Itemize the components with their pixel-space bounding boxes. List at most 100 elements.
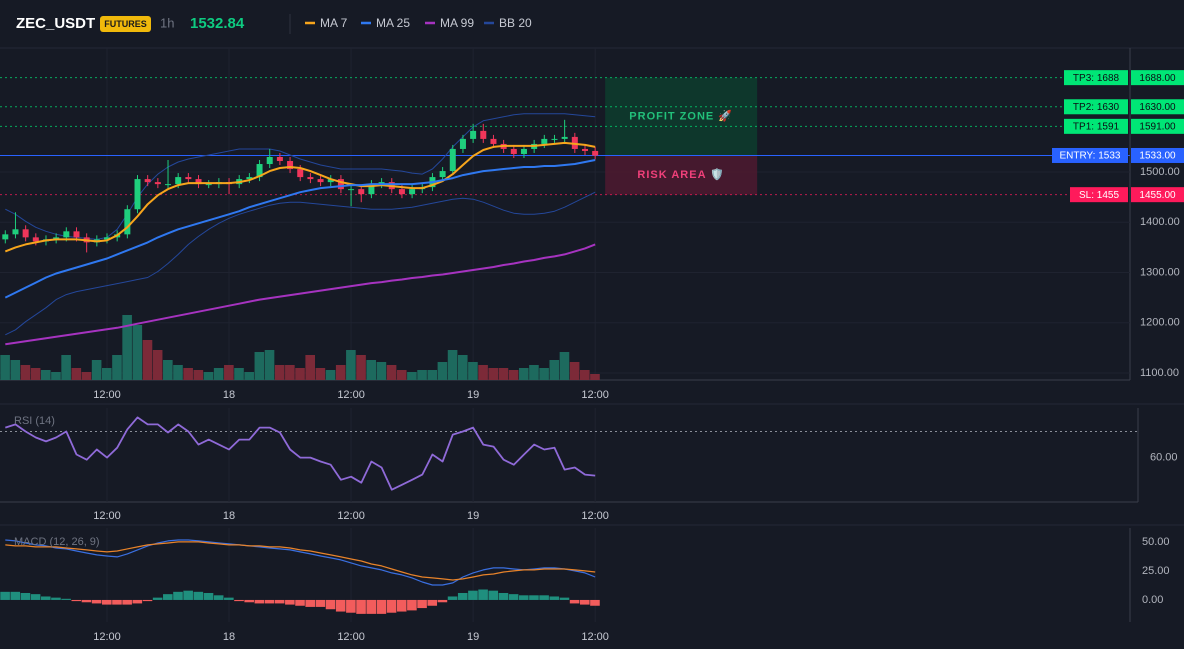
x-tick-label: 12:00 — [581, 631, 609, 643]
candle-body — [561, 136, 568, 139]
volume-bar — [386, 365, 397, 380]
volume-bar — [61, 355, 71, 380]
legend-label: MA 25 — [376, 16, 410, 30]
candle-body — [317, 179, 324, 183]
histogram-bar — [386, 599, 397, 613]
volume-bar — [295, 368, 305, 380]
candle-body — [185, 177, 192, 180]
volume-bar — [447, 350, 458, 380]
histogram-bar — [132, 599, 143, 604]
macd-line — [5, 539, 596, 586]
volume-bar — [132, 325, 143, 380]
volume-bar — [91, 360, 102, 380]
candle-body — [144, 179, 151, 183]
candle-body — [246, 177, 253, 180]
volume-bar — [549, 360, 560, 380]
volume-bar — [518, 368, 529, 380]
histogram-bar — [71, 599, 82, 602]
x-tick-label: 19 — [467, 510, 479, 522]
histogram-bar — [518, 595, 529, 600]
histogram-bar — [0, 591, 10, 600]
volume-bar — [152, 350, 163, 380]
candle-body — [195, 179, 202, 185]
candle-body — [459, 138, 466, 149]
volume-bar — [183, 368, 193, 380]
volume-bar — [224, 365, 234, 380]
rsi-line — [5, 416, 596, 491]
candle-body — [266, 156, 273, 165]
volume-bar — [81, 372, 92, 380]
volume-bar — [559, 352, 570, 380]
candle-body — [165, 184, 172, 186]
candle-body — [53, 237, 60, 240]
histogram-bar — [224, 597, 234, 600]
zone — [605, 77, 758, 156]
volume-bar — [244, 372, 254, 380]
histogram-bar — [112, 599, 122, 605]
histogram-bar — [447, 596, 458, 600]
level-tag — [1064, 99, 1128, 115]
x-tick-label: 12:00 — [93, 389, 121, 401]
volume-bar — [102, 368, 112, 380]
candle-body — [63, 231, 70, 238]
zone-label: PROFIT ZONE 🚀 — [629, 109, 733, 122]
histogram-bar — [274, 599, 285, 604]
candle-body — [327, 179, 334, 183]
candle-body — [22, 229, 29, 238]
candle-body — [337, 179, 344, 190]
volume-bar — [427, 370, 438, 380]
histogram-bar — [183, 590, 193, 600]
level-tag-label: ENTRY: 1533 — [1060, 151, 1121, 162]
histogram-bar — [427, 599, 438, 606]
candle-body — [541, 138, 548, 144]
volume-bar — [579, 370, 590, 380]
volume-bar — [569, 362, 580, 380]
candle-body — [2, 234, 9, 240]
histogram-bar — [203, 592, 214, 600]
histogram-bar — [457, 592, 468, 600]
histogram-bar — [30, 594, 41, 600]
volume-bar — [376, 362, 387, 380]
price-tag-label: 1688.00 — [1139, 73, 1176, 84]
volume-bar — [498, 368, 509, 380]
histogram-bar — [488, 590, 499, 600]
interval: 1h — [160, 15, 174, 30]
histogram-bar — [529, 595, 539, 600]
histogram-bar — [437, 599, 448, 603]
histogram-bar — [91, 599, 102, 604]
histogram-bar — [173, 591, 183, 600]
histogram-bar — [549, 596, 560, 600]
volume-bar — [590, 374, 600, 380]
candle-body — [32, 237, 39, 242]
volume-bar — [396, 370, 407, 380]
candle-body — [124, 209, 131, 235]
candle-body — [358, 189, 365, 195]
histogram-bar — [356, 599, 366, 614]
x-tick-label: 12:00 — [337, 631, 365, 643]
volume-bar — [234, 368, 244, 380]
candle-body — [175, 177, 182, 185]
volume-bar — [254, 352, 265, 380]
candle-body — [551, 138, 558, 140]
volume-bar — [346, 350, 356, 380]
volume-bar — [213, 368, 224, 380]
volume-bar — [356, 355, 366, 380]
histogram-bar — [213, 595, 224, 600]
x-tick-label: 12:00 — [581, 510, 609, 522]
ma-line — [4, 141, 596, 253]
price-tag-label: 1533.00 — [1139, 151, 1176, 162]
y-tick-label: 1500.00 — [1140, 166, 1180, 178]
candle-body — [12, 229, 19, 235]
histogram-bar — [51, 597, 61, 600]
candle-body — [307, 177, 314, 180]
x-tick-label: 18 — [223, 389, 235, 401]
histogram-bar — [264, 599, 275, 604]
histogram-bar — [193, 591, 204, 600]
volume-bar — [203, 372, 214, 380]
price-tag — [1131, 147, 1184, 163]
histogram-bar — [417, 599, 427, 609]
histogram-bar — [335, 599, 346, 612]
